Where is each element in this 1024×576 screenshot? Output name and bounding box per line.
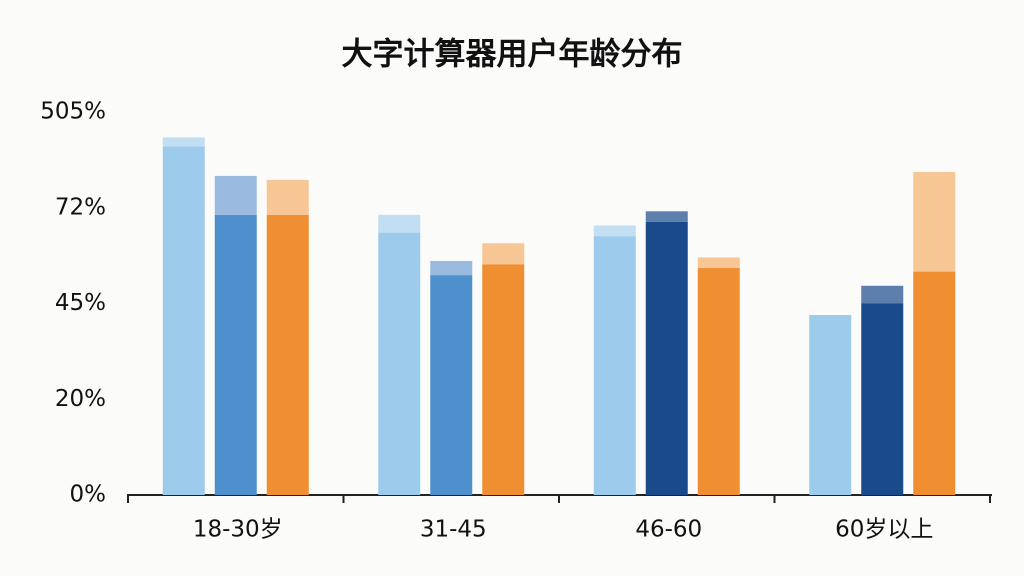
bar [482, 264, 525, 495]
y-tick-label: 505% [40, 99, 106, 125]
bar [266, 214, 309, 495]
bar-cap [214, 175, 257, 215]
x-tick-label: 60岁以上 [835, 517, 933, 543]
x-tick-label: 46-60 [635, 517, 702, 543]
bar-cap [482, 243, 525, 265]
y-tick-label: 45% [55, 290, 106, 316]
bar-cap [913, 171, 956, 272]
bar [645, 221, 688, 495]
bar-cap [378, 214, 421, 233]
y-tick-label: 72% [55, 194, 106, 220]
x-tick-label: 18-30岁 [193, 517, 283, 543]
bar [214, 214, 257, 495]
bar [593, 236, 636, 496]
bar-cap [430, 260, 473, 276]
y-tick-label: 20% [55, 386, 106, 412]
bar-cap [645, 211, 688, 222]
x-tick-label: 31-45 [420, 517, 487, 543]
bar-cap [593, 225, 636, 237]
bar [809, 314, 852, 495]
bar-cap [266, 179, 309, 215]
bar [378, 232, 421, 495]
chart-title: 大字计算器用户年龄分布 [342, 37, 683, 73]
bar [162, 146, 205, 496]
bar-cap [861, 285, 904, 304]
bar [861, 303, 904, 495]
bar [430, 275, 473, 495]
bar-cap [162, 137, 205, 147]
y-tick-label: 0% [70, 482, 107, 508]
bar [913, 271, 956, 495]
bar-cap [697, 257, 740, 269]
bar [697, 268, 740, 495]
